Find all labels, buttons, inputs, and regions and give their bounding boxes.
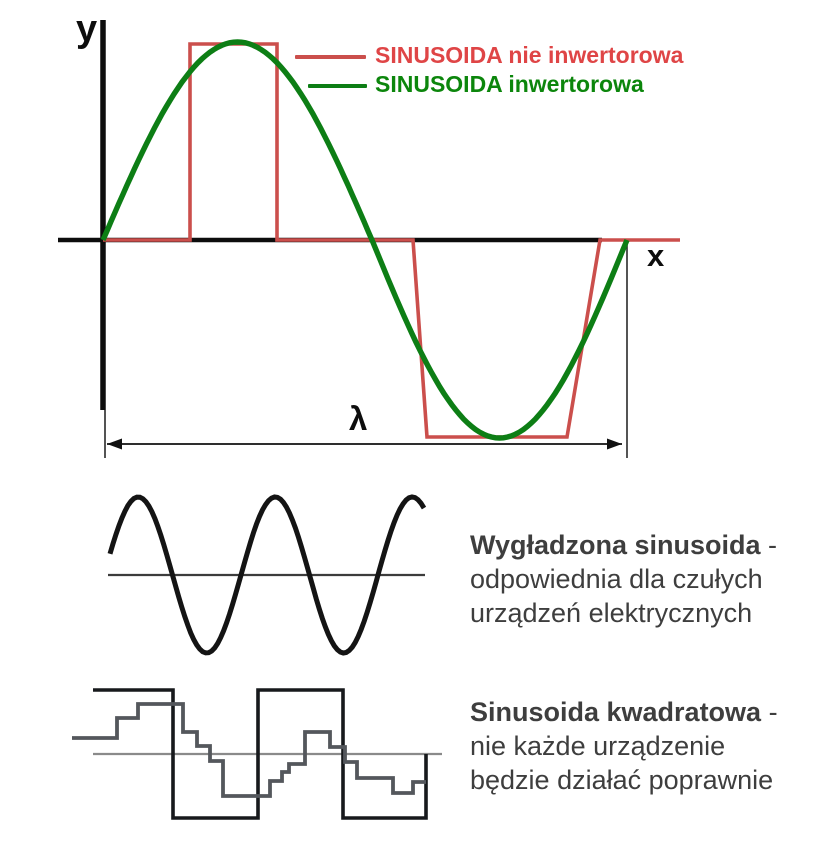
caption-dash: -	[761, 697, 778, 727]
caption-heading: Wygładzona sinusoida -	[470, 528, 815, 562]
legend-label-inverter: SINUSOIDA inwertorowa	[375, 71, 644, 97]
caption-title: Wygładzona sinusoida	[470, 530, 761, 560]
caption-line: odpowiednia dla czułych	[470, 564, 763, 594]
caption-square-sine: Sinusoida kwadratowa - nie każde urządze…	[470, 695, 815, 797]
x-axis-label: x	[647, 238, 665, 273]
caption-title: Sinusoida kwadratowa	[470, 697, 762, 727]
caption-heading: Sinusoida kwadratowa -	[470, 695, 815, 729]
legend-line-green-icon	[308, 84, 367, 88]
caption-line: będzie działać poprawnie	[470, 765, 774, 795]
y-axis-label: y	[76, 8, 98, 50]
caption-smooth-sine: Wygładzona sinusoida - odpowiednia dla c…	[470, 528, 815, 630]
legend-label-non-inverter: SINUSOIDA nie inwertorowa	[375, 42, 684, 68]
caption-line: urządzeń elektrycznych	[470, 598, 753, 628]
legend-line-red-icon	[295, 55, 366, 59]
caption-line: nie każde urządzenie	[470, 731, 726, 761]
caption-dash: -	[760, 530, 778, 560]
lambda-wavelength-label: λ	[349, 400, 368, 437]
